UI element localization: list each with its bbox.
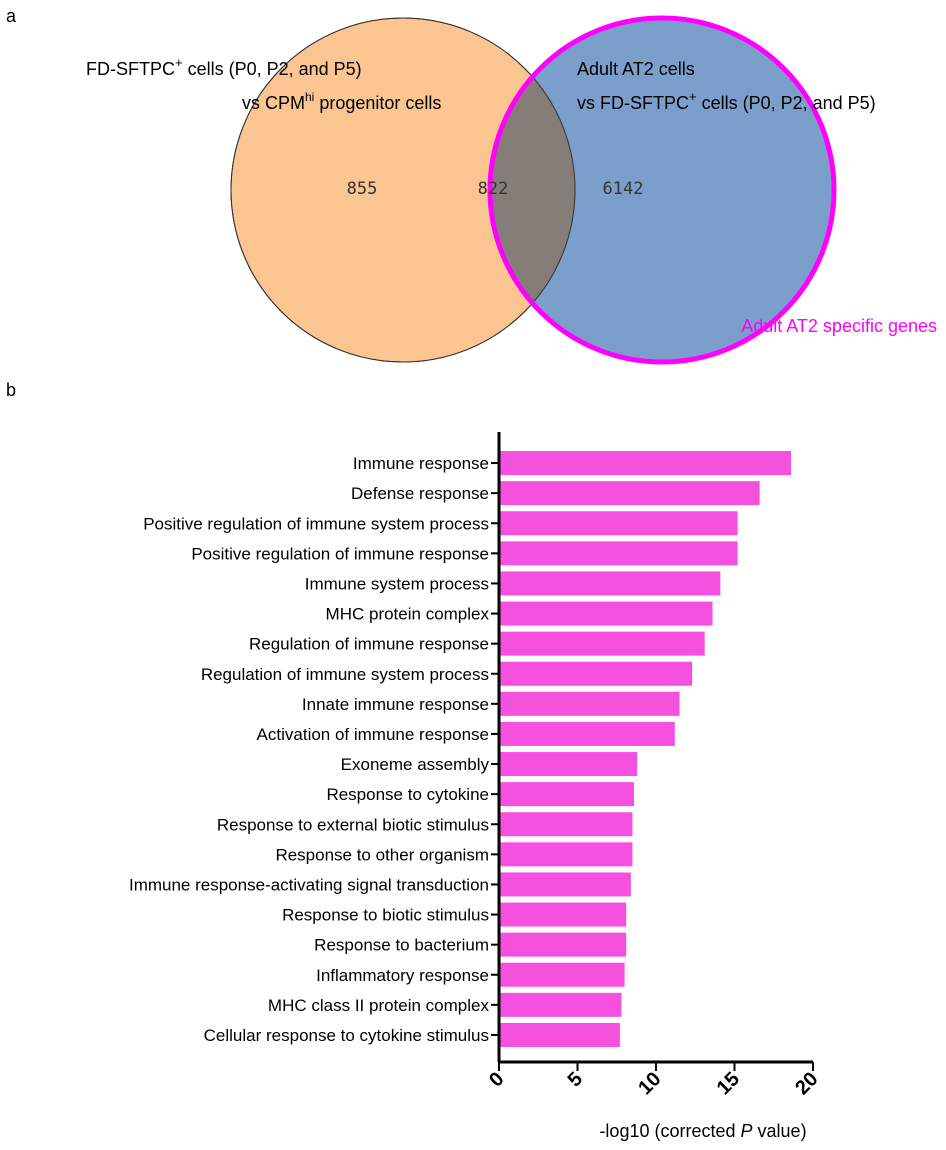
category-label: Positive regulation of immune response — [191, 544, 489, 563]
category-label: Response to other organism — [275, 845, 489, 864]
bar-chart: Immune response Defense response Positive … — [129, 432, 823, 1141]
left-only-count: 855 — [347, 179, 378, 199]
venn-left-outline — [230, 17, 576, 363]
x-axis: 0 5 10 15 20 — [485, 1060, 823, 1099]
bar — [499, 661, 693, 686]
bar — [499, 601, 713, 626]
category-label: Inflammatory response — [316, 966, 489, 985]
bar — [499, 571, 721, 596]
left-set-label-line2: vs CPMhi progenitor cells — [242, 90, 441, 113]
right-set-label-line1: Adult AT2 cells — [577, 59, 695, 79]
category-label: Defense response — [351, 484, 489, 503]
category-label: Regulation of immune response — [249, 635, 489, 654]
x-tick-label: 15 — [713, 1068, 744, 1099]
category-label: Immune system process — [305, 574, 489, 593]
right-only-count: 6142 — [603, 179, 644, 199]
overlap-count: 822 — [478, 179, 509, 199]
category-label: Cellular response to cytokine stimulus — [204, 1026, 489, 1045]
bar — [499, 1022, 620, 1047]
category-label: Innate immune response — [302, 695, 489, 714]
venn-diagram: FD-SFTPC+ cells (P0, P2, and P5) vs CPMh… — [86, 15, 937, 365]
bar — [499, 721, 675, 746]
category-label: MHC class II protein complex — [268, 996, 490, 1015]
category-label: Activation of immune response — [257, 725, 489, 744]
category-label: Exoneme assembly — [341, 755, 490, 774]
bar — [499, 752, 638, 777]
category-label: Immune response-activating signal transd… — [129, 875, 489, 894]
bar — [499, 992, 622, 1017]
x-tick-label: 0 — [485, 1068, 508, 1091]
right-set-label-line2: vs FD-SFTPC+ cells (P0, P2, and P5) — [577, 89, 876, 113]
category-label: Immune response — [353, 454, 489, 473]
bars-group — [499, 451, 792, 1047]
category-label: Response to external biotic stimulus — [217, 815, 489, 834]
bar — [499, 902, 627, 927]
adult-at2-specific-label: Adult AT2 specific genes — [741, 316, 937, 336]
bar — [499, 842, 633, 867]
panel-a-letter: a — [6, 6, 17, 26]
category-label: MHC protein complex — [326, 605, 490, 624]
category-label: Positive regulation of immune system pro… — [143, 514, 489, 533]
venn-right-highlight-outline — [487, 15, 837, 365]
x-axis-title: -log10 (corrected P value) — [599, 1121, 806, 1141]
left-set-label-line1: FD-SFTPC+ cells (P0, P2, and P5) — [86, 55, 362, 79]
bar — [499, 481, 760, 506]
venn-right-circle — [490, 18, 834, 362]
bar — [499, 541, 738, 566]
category-label: Regulation of immune system process — [201, 665, 489, 684]
bar — [499, 962, 625, 987]
bar — [499, 631, 705, 656]
bar — [499, 812, 633, 837]
category-labels: Immune response Defense response Positive … — [129, 454, 499, 1045]
bar — [499, 782, 635, 807]
bar — [499, 511, 738, 536]
bar — [499, 691, 680, 716]
x-tick-label: 10 — [634, 1068, 665, 1099]
x-tick-label: 20 — [791, 1068, 822, 1099]
category-label: Response to cytokine — [326, 785, 489, 804]
panel-b-letter: b — [6, 380, 16, 400]
category-label: Response to biotic stimulus — [282, 906, 489, 925]
bar — [499, 872, 631, 897]
bar — [499, 451, 792, 476]
x-tick-label: 5 — [564, 1068, 587, 1091]
category-label: Response to bacterium — [314, 936, 489, 955]
bar — [499, 932, 627, 957]
